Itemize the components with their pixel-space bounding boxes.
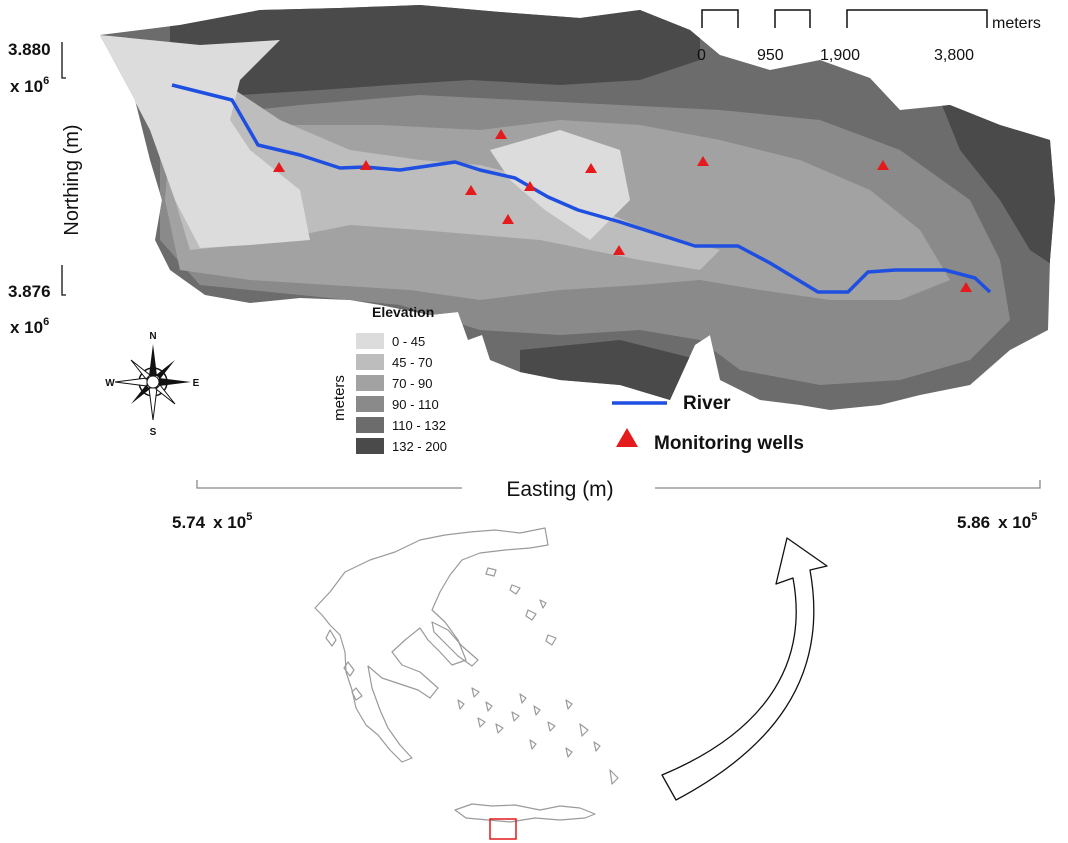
scale-unit-label: meters <box>992 15 1041 32</box>
compass-s-label: S <box>150 427 157 438</box>
scale-bar <box>701 9 988 28</box>
well-marker <box>465 185 477 195</box>
northing-bottom-base: x 106 <box>10 316 49 337</box>
compass-e-label: E <box>193 378 200 389</box>
elevation-legend-unit: meters <box>331 375 348 421</box>
elevation-legend-label: 45 - 70 <box>392 355 432 370</box>
elevation-legend-swatch <box>356 438 384 454</box>
elevation-legend-label: 132 - 200 <box>392 439 447 454</box>
northing-axis-label: Northing (m) <box>61 124 83 235</box>
compass-rose <box>114 344 191 421</box>
scale-tick-0: 0 <box>697 47 706 64</box>
curved-arrow <box>661 537 828 801</box>
elevation-band-0-45 <box>100 35 630 248</box>
well-marker <box>524 181 536 191</box>
well-marker <box>273 162 285 172</box>
well-marker <box>585 163 597 173</box>
well-marker <box>502 214 514 224</box>
northing-top-mantissa: 3.880 <box>8 40 51 59</box>
northing-bottom-mantissa: 3.876 <box>8 282 51 301</box>
well-marker <box>960 282 972 292</box>
study-area-locator <box>489 818 517 840</box>
elevation-legend: 0 - 45 45 - 70 70 - 90 90 - 110 110 - 132 132… <box>356 333 447 454</box>
compass-n-label: N <box>149 331 156 342</box>
elevation-legend-label: 110 - 132 <box>392 418 446 433</box>
ionian-islands <box>325 629 363 701</box>
elevation-legend-label: 70 - 90 <box>392 376 432 391</box>
scale-tick-3800: 3,800 <box>934 47 974 64</box>
elevation-legend-swatch <box>356 333 384 349</box>
easting-left-value: 5.74 x 105 <box>172 511 252 532</box>
mainland-outline <box>314 527 549 763</box>
north-aegean-islands <box>485 567 557 646</box>
well-legend-marker <box>616 428 638 447</box>
elevation-legend-swatch <box>356 354 384 370</box>
well-marker <box>613 245 625 255</box>
scale-tick-950: 950 <box>757 47 784 64</box>
easting-right-value: 5.86 x 105 <box>957 511 1037 532</box>
compass-w-label: W <box>105 378 115 389</box>
elevation-legend-label: 0 - 45 <box>392 334 425 349</box>
river-legend-label: River <box>683 393 731 414</box>
elevation-band-132-200 <box>170 5 1055 410</box>
elevation-legend-swatch <box>356 417 384 433</box>
easting-axis-label: Easting (m) <box>506 478 613 501</box>
well-marker <box>360 160 372 170</box>
elevation-legend-label: 90 - 110 <box>392 397 439 412</box>
northing-top-base: x 106 <box>10 75 49 96</box>
elevation-legend-swatch <box>356 396 384 412</box>
northing-axis <box>61 42 66 296</box>
monitoring-wells <box>273 129 972 292</box>
scale-tick-1900: 1,900 <box>820 47 860 64</box>
elevation-legend-title: Elevation <box>372 304 434 320</box>
wells-legend-label: Monitoring wells <box>654 433 804 454</box>
evia-outline <box>431 621 479 667</box>
well-marker <box>495 129 507 139</box>
well-marker <box>697 156 709 166</box>
river-line <box>171 83 992 294</box>
easting-axis <box>196 480 1041 489</box>
aegean-islands <box>457 687 619 785</box>
crete-outline <box>454 803 596 823</box>
elevation-legend-swatch <box>356 375 384 391</box>
well-marker <box>877 160 889 170</box>
inset-map-greece <box>314 527 619 823</box>
